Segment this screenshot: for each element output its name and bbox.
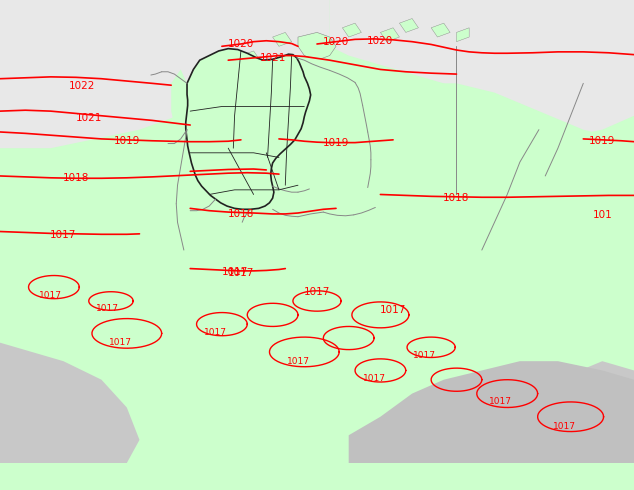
Text: 1017: 1017	[221, 267, 248, 277]
Polygon shape	[0, 0, 330, 148]
Polygon shape	[0, 343, 139, 463]
Polygon shape	[0, 347, 51, 463]
Polygon shape	[298, 32, 336, 60]
Text: Surface pressure [hPa] ECMWF: Surface pressure [hPa] ECMWF	[6, 468, 206, 482]
Polygon shape	[186, 49, 311, 209]
Text: Mo 13-05-2024 12:00 UTC (12+28B): Mo 13-05-2024 12:00 UTC (12+28B)	[399, 466, 628, 479]
Text: 101: 101	[592, 210, 612, 221]
Polygon shape	[380, 28, 399, 42]
Polygon shape	[0, 0, 634, 463]
Text: 1019: 1019	[323, 138, 349, 147]
Text: 1017: 1017	[39, 291, 62, 300]
Polygon shape	[431, 23, 450, 37]
Text: 1021: 1021	[259, 53, 286, 63]
Text: 1021: 1021	[75, 113, 102, 123]
Polygon shape	[241, 51, 260, 65]
Text: 1018: 1018	[228, 209, 254, 219]
Polygon shape	[330, 0, 634, 139]
Text: 1017: 1017	[553, 421, 576, 431]
Text: ©weatheronline.co.uk: ©weatheronline.co.uk	[503, 481, 628, 490]
Text: 1017: 1017	[109, 338, 132, 347]
Polygon shape	[0, 55, 634, 416]
Text: 1017: 1017	[363, 374, 385, 383]
Text: 1018: 1018	[63, 173, 89, 183]
Polygon shape	[273, 32, 292, 47]
Text: 1017: 1017	[50, 230, 77, 240]
Text: 1017: 1017	[228, 268, 254, 278]
Polygon shape	[349, 361, 634, 463]
Text: 1017: 1017	[96, 304, 119, 313]
Polygon shape	[342, 23, 361, 37]
Text: 1020: 1020	[367, 36, 394, 46]
Polygon shape	[399, 19, 418, 32]
Text: 1017: 1017	[304, 287, 330, 297]
Text: 1020: 1020	[228, 39, 254, 49]
Text: 1017: 1017	[204, 328, 227, 337]
Text: 1017: 1017	[489, 397, 512, 406]
Polygon shape	[456, 28, 469, 42]
Text: 1018: 1018	[443, 193, 470, 203]
Text: 1022: 1022	[69, 81, 96, 91]
Text: 1019: 1019	[113, 136, 140, 146]
Text: 1019: 1019	[589, 136, 616, 146]
Text: 1017: 1017	[413, 351, 436, 360]
Polygon shape	[412, 361, 634, 463]
Text: 1017: 1017	[380, 305, 406, 315]
Text: 1020: 1020	[323, 37, 349, 47]
Text: 1017: 1017	[287, 357, 309, 366]
